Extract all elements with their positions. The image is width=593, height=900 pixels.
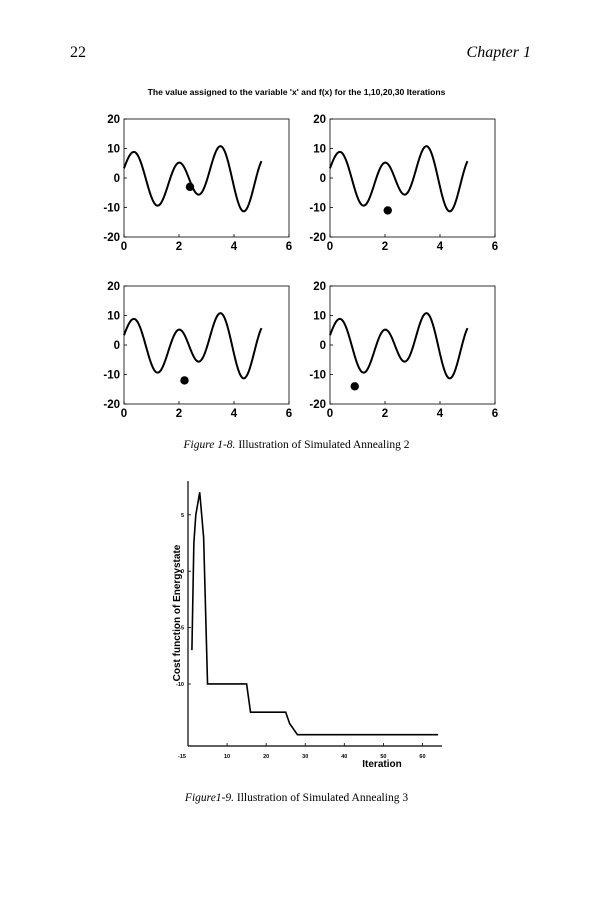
- fig9-xtick-label: 60: [419, 754, 425, 760]
- panel2-ytick-label: -20: [309, 232, 326, 244]
- figure9-caption: Figure1-9. Illustration of Simulated Ann…: [0, 792, 593, 804]
- panel4-ytick-label: 0: [320, 340, 326, 352]
- fig9-xlabel: Iteration: [362, 759, 401, 770]
- panel1-marker: [185, 182, 195, 192]
- panel1-ytick-label: -10: [103, 203, 120, 215]
- figure8-title: The value assigned to the variable 'x' a…: [147, 87, 446, 97]
- fig9-ytick-label: -15: [178, 754, 186, 760]
- fig9-series-line: [191, 492, 439, 736]
- panel2-ytick-label: 20: [313, 114, 326, 126]
- panel2-frame: [329, 118, 496, 238]
- panel4-ytick-label: 10: [313, 311, 326, 323]
- panel1-xtick-label: 6: [286, 241, 292, 253]
- panel2-xtick-label: 6: [492, 241, 498, 253]
- panel4-series-line: [329, 312, 469, 380]
- figure9-caption-text: Illustration of Simulated Annealing 3: [236, 792, 409, 804]
- chapter-title: Chapter 1: [466, 44, 531, 61]
- panel1-xtick-label: 4: [231, 241, 238, 253]
- figure8-caption: Figure 1-8. Illustration of Simulated An…: [0, 439, 593, 451]
- panel3-xtick-label: 2: [176, 408, 182, 420]
- panel1-ytick-label: 10: [107, 144, 120, 156]
- panel4-ytick-label: -10: [309, 370, 326, 382]
- fig9-xtick-label: 10: [224, 754, 230, 760]
- fig9-ytick-label: 5: [181, 513, 184, 519]
- panel2-marker: [383, 206, 392, 215]
- panel1-ytick-label: 20: [107, 114, 120, 126]
- panel3-ytick-label: 0: [114, 340, 120, 352]
- panel1-series-line: [123, 145, 263, 213]
- panel3-ytick-label: 20: [107, 281, 120, 293]
- panel3-ytick-label: -20: [103, 399, 120, 411]
- figure8-caption-label: Figure 1-8.: [183, 439, 236, 451]
- panel3-marker: [180, 376, 189, 385]
- panel4-xtick-label: 4: [437, 408, 444, 420]
- fig9-xtick-label: 50: [380, 754, 386, 760]
- panel1-frame: [123, 118, 290, 238]
- panel3-xtick-label: 0: [121, 408, 127, 420]
- fig9-xtick-label: 30: [302, 754, 308, 760]
- panel2-ytick-label: -10: [309, 203, 326, 215]
- page-number: 22: [70, 44, 86, 61]
- panel4-xtick-label: 0: [327, 408, 333, 420]
- panel4-ytick-label: -20: [309, 399, 326, 411]
- panel2-ytick-label: 10: [313, 144, 326, 156]
- fig9-ytick-label: 0: [181, 569, 184, 575]
- panel3-xtick-label: 6: [286, 408, 292, 420]
- panel4-xtick-label: 2: [382, 408, 388, 420]
- panel2-xtick-label: 0: [327, 241, 333, 253]
- panel4-marker: [350, 382, 359, 391]
- panel3-ytick-label: 10: [107, 311, 120, 323]
- panel3-ytick-label: -10: [103, 370, 120, 382]
- panel3-frame: [123, 285, 290, 405]
- panel1-xtick-label: 2: [176, 241, 182, 253]
- fig9-xtick-label: 40: [341, 754, 347, 760]
- panel1-xtick-label: 0: [121, 241, 127, 253]
- panel4-xtick-label: 6: [492, 408, 498, 420]
- fig9-xtick-label: 20: [263, 754, 269, 760]
- panel2-xtick-label: 4: [437, 241, 444, 253]
- figure9-caption-label: Figure1-9.: [184, 792, 234, 804]
- panel2-series-line: [329, 145, 469, 213]
- panel2-xtick-label: 2: [382, 241, 388, 253]
- fig9-ytick-label: -10: [176, 682, 184, 688]
- panel1-ytick-label: 0: [114, 173, 120, 185]
- panel1-ytick-label: -20: [103, 232, 120, 244]
- panel4-ytick-label: 20: [313, 281, 326, 293]
- fig9-ytick-label: -5: [179, 626, 184, 632]
- fig9-ylabel: Cost function of Energystate: [172, 544, 183, 681]
- figure8-caption-text: Illustration of Simulated Annealing 2: [238, 439, 410, 451]
- panel3-xtick-label: 4: [231, 408, 238, 420]
- panel3-series-line: [123, 312, 263, 380]
- panel2-ytick-label: 0: [320, 173, 326, 185]
